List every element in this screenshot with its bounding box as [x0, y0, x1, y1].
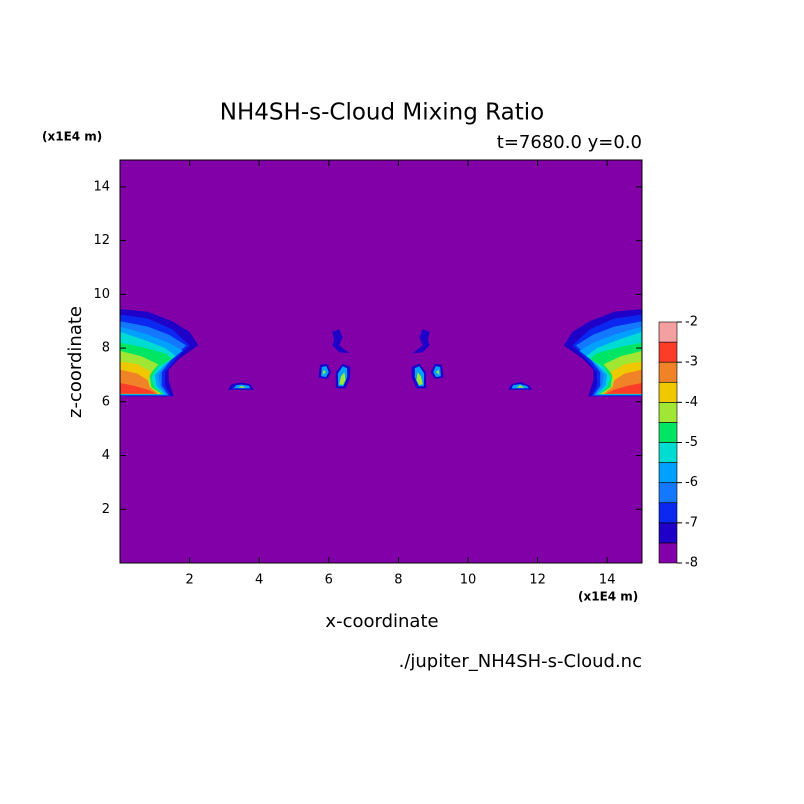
colorbar-label: -3: [685, 355, 698, 370]
colorbar-swatch: [658, 381, 678, 403]
footnote: ./jupiter_NH4SH-s-Cloud.nc: [399, 651, 642, 672]
colorbar-swatch: [658, 402, 678, 423]
y-tick-label: 10: [93, 287, 110, 302]
colorbar-label: -4: [685, 395, 698, 410]
colorbar-swatch: [658, 361, 678, 383]
x-tick-label: 6: [325, 573, 333, 588]
colorbar-label: -5: [685, 435, 698, 450]
chart-title: NH4SH-s-Cloud Mixing Ratio: [220, 100, 544, 126]
colorbar-swatch: [658, 522, 678, 544]
x-axis-label: x-coordinate: [325, 611, 438, 632]
y-unit: (x1E4 m): [42, 130, 102, 144]
plot-frame: [119, 159, 643, 564]
colorbar-label: -7: [685, 515, 698, 530]
x-tick-label: 4: [255, 573, 263, 588]
chart-subtitle: t=7680.0 y=0.0: [497, 132, 642, 153]
x-tick-label: 14: [599, 573, 616, 588]
y-tick-label: 2: [102, 502, 110, 517]
y-tick-label: 14: [93, 179, 110, 194]
colorbar-swatch: [658, 321, 678, 343]
y-axis-label: z-coordinate: [65, 306, 86, 418]
contour-background: [120, 160, 642, 563]
colorbar-swatch: [658, 442, 678, 463]
colorbar-swatch: [658, 422, 678, 443]
x-tick-label: 12: [529, 573, 546, 588]
colorbar-label: -6: [685, 475, 698, 490]
colorbar-label: -2: [685, 315, 698, 330]
x-tick-label: 8: [394, 573, 402, 588]
x-tick-label: 10: [460, 573, 477, 588]
y-tick-label: 6: [102, 394, 110, 409]
y-tick-label: 4: [102, 448, 110, 463]
colorbar-swatch: [658, 341, 678, 363]
colorbar-swatch: [658, 482, 678, 504]
x-unit: (x1E4 m): [578, 590, 638, 604]
colorbar-swatch: [658, 542, 678, 564]
colorbar-swatch: [658, 462, 678, 483]
y-tick-label: 12: [93, 233, 110, 248]
y-tick-label: 8: [102, 341, 110, 356]
colorbar-label: -8: [685, 556, 698, 571]
colorbar-swatch: [658, 502, 678, 524]
x-tick-label: 2: [185, 573, 193, 588]
